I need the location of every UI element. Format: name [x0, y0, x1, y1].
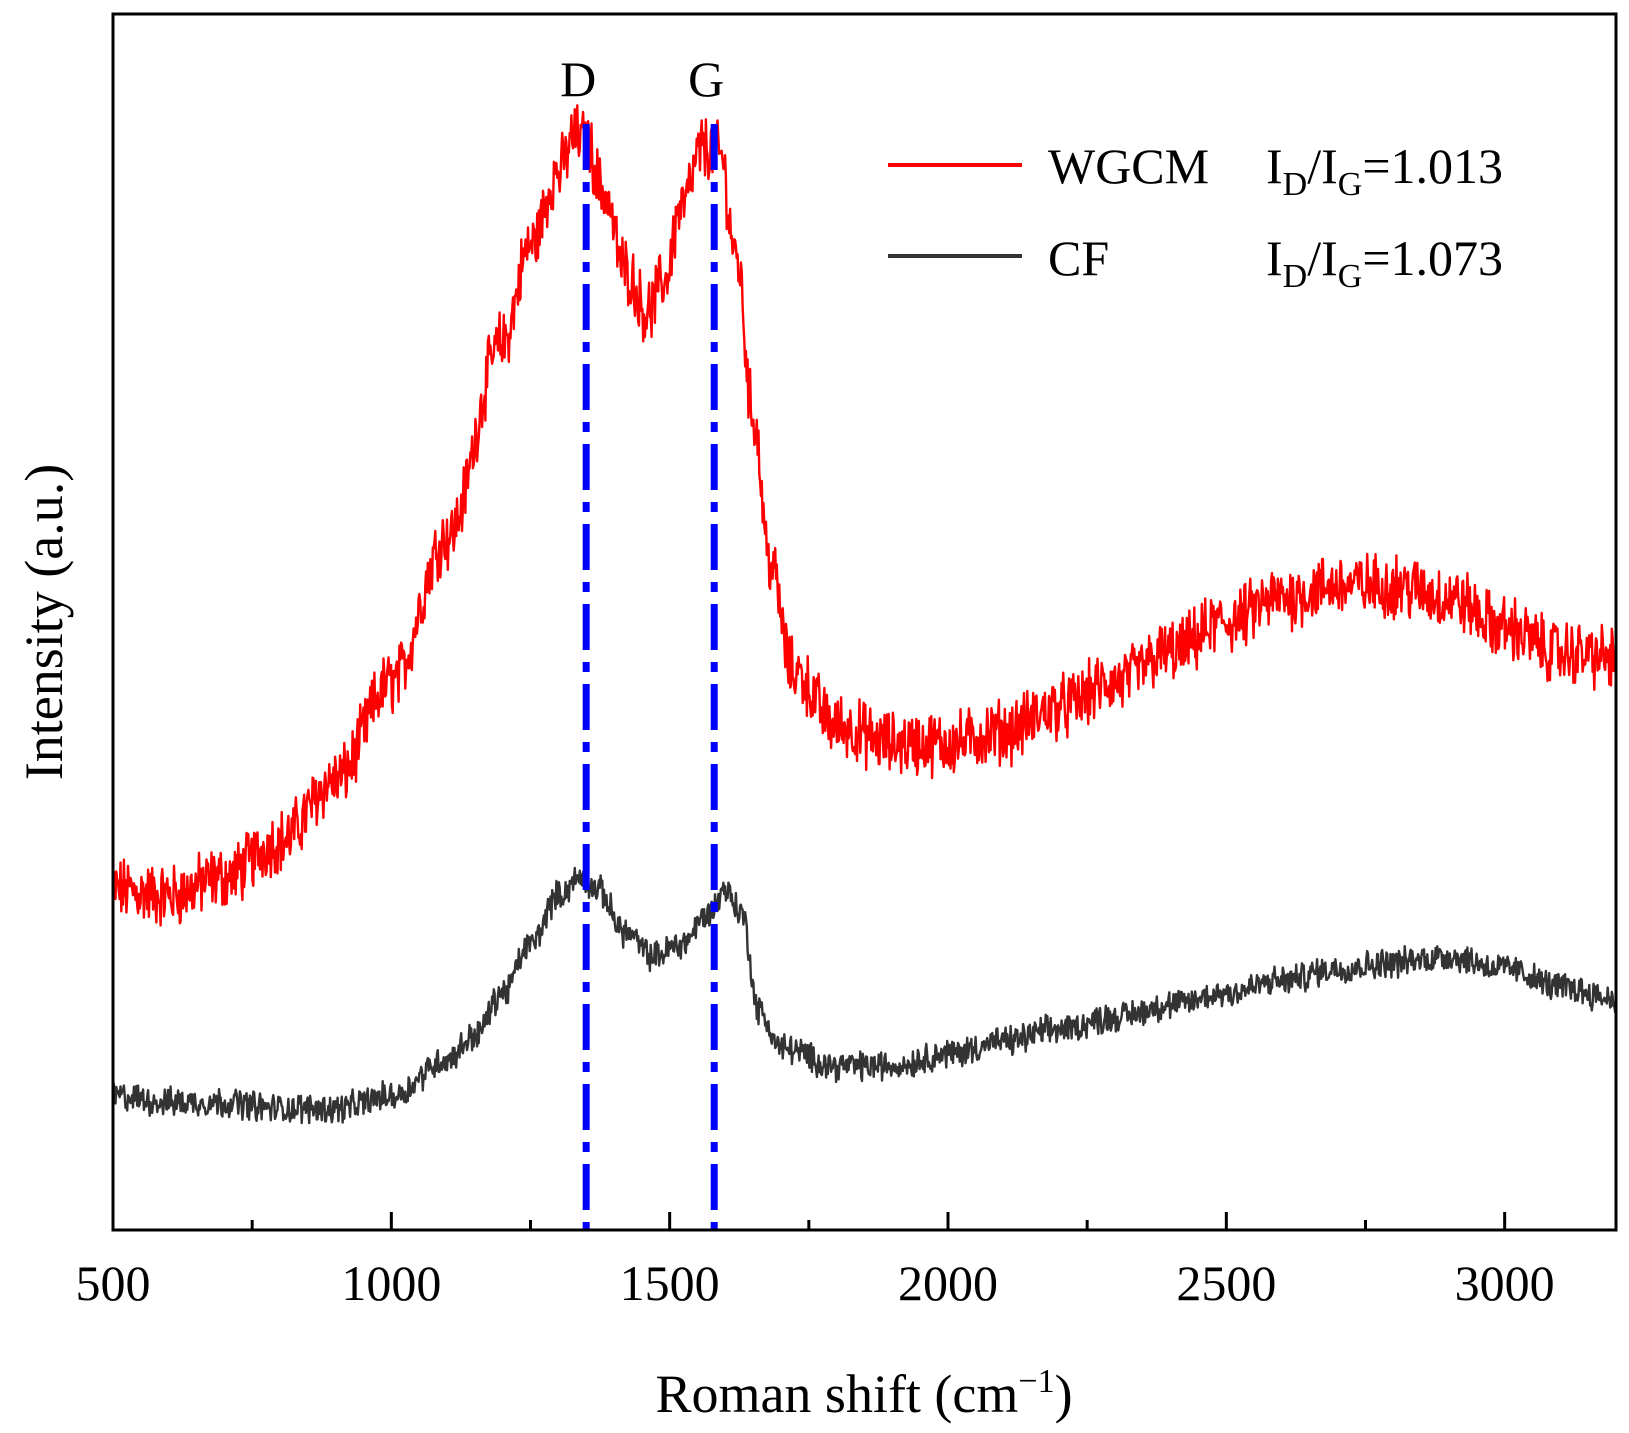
legend: WGCM ID/IG=1.013 CF ID/IG=1.073: [888, 138, 1503, 295]
x-tick-label-2000: 2000: [898, 1255, 998, 1311]
x-tick-label-500: 500: [76, 1255, 151, 1311]
x-tick-label-3000: 3000: [1455, 1255, 1555, 1311]
peak-label-d: D: [560, 51, 596, 107]
x-axis-title-superscript: −1: [1018, 1363, 1054, 1400]
x-axis-title-main: Roman shift (cm: [655, 1364, 1018, 1424]
series-layer: [113, 104, 1616, 1125]
axis-layer: 500 1000 1500 2000 2500 3000: [76, 1212, 1555, 1311]
x-tick-label-1500: 1500: [620, 1255, 720, 1311]
legend-name-cf: CF: [1048, 230, 1109, 286]
x-tick-label-1000: 1000: [341, 1255, 441, 1311]
x-tick-label-2500: 2500: [1176, 1255, 1276, 1311]
y-axis-title: Intensity (a.u.): [14, 464, 74, 780]
legend-ratio-wgcm: ID/IG=1.013: [1266, 138, 1503, 203]
series-line-cf: [113, 866, 1616, 1125]
x-axis-title: Roman shift (cm−1): [655, 1363, 1072, 1424]
plot-frame: [111, 12, 1618, 1232]
peak-label-g: G: [688, 51, 724, 107]
x-axis-title-close: ): [1055, 1364, 1073, 1424]
legend-ratio-cf: ID/IG=1.073: [1266, 230, 1503, 295]
series-line-wgcm: [113, 104, 1616, 927]
legend-name-wgcm: WGCM: [1048, 138, 1209, 194]
